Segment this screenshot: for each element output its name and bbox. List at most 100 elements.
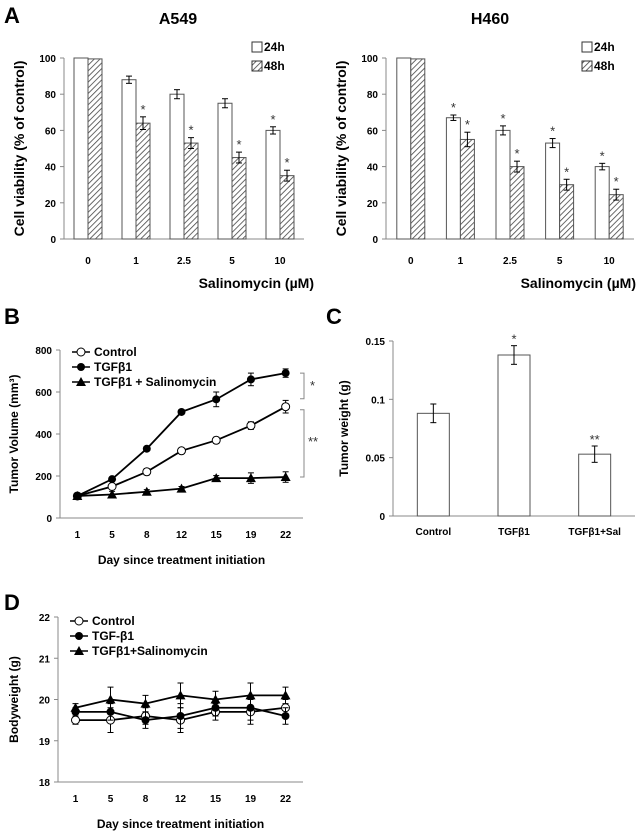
- bar: [497, 354, 531, 517]
- legend-swatch-48h: [251, 60, 263, 72]
- data-point-filled-circle: [246, 375, 255, 384]
- y-tick-label: 0: [50, 235, 56, 246]
- data-point-filled-circle: [281, 369, 290, 378]
- data-point-open-circle: [107, 482, 117, 491]
- data-point-open-circle: [211, 435, 221, 445]
- legend-label-48h: 48h: [264, 59, 285, 73]
- panel-label-b: B: [4, 304, 20, 329]
- y-tick-label: 20: [45, 199, 57, 210]
- legend-marker-filled-triangle: [74, 646, 84, 655]
- significance-marker: **: [590, 432, 600, 447]
- data-point-filled-circle: [281, 712, 290, 720]
- x-tick-label: 5: [108, 794, 114, 805]
- legend-marker-open-circle: [74, 616, 84, 626]
- data-point-open-circle: [71, 715, 80, 725]
- bar-48h: [135, 122, 151, 240]
- y-tick-label: 0: [372, 235, 378, 246]
- bar-48h: [87, 58, 103, 240]
- y-axis-label: Tumor Volume (mm³): [7, 375, 21, 494]
- x-tick-label: 19: [245, 794, 257, 805]
- bar-24h: [445, 117, 461, 240]
- data-point-filled-triangle: [211, 473, 222, 483]
- chart-tumor-weight: 0 0.05 0.1 0.15 Control * TGFβ1 ** TGFβ1+Sal Tumo…: [337, 332, 635, 538]
- y-tick-label: 0.1: [371, 395, 385, 406]
- legend-label: TGF-β1: [92, 629, 134, 643]
- y-axis-label: Cell viability (% of control): [11, 61, 27, 237]
- data-point-filled-triangle: [245, 690, 256, 700]
- x-tick-label: TGFβ1: [498, 527, 530, 538]
- x-tick-label: 2.5: [503, 256, 517, 267]
- legend-label: TGFβ1: [94, 360, 132, 374]
- x-tick-label: 1: [458, 256, 464, 267]
- bar-24h: [594, 166, 610, 240]
- data-point-filled-triangle: [70, 702, 81, 712]
- y-tick-label: 20: [39, 696, 51, 707]
- significance-marker: *: [236, 137, 241, 152]
- data-point-open-circle: [142, 467, 152, 477]
- x-tick-label: 5: [109, 530, 115, 541]
- x-tick-label: 22: [280, 530, 292, 541]
- bar-24h: [121, 79, 137, 240]
- bar-48h: [459, 138, 475, 240]
- x-axis-label: Salinomycin (µM): [199, 275, 314, 291]
- legend-label: Control: [92, 614, 135, 628]
- significance-marker: *: [550, 124, 555, 139]
- y-tick-label: 60: [367, 126, 379, 137]
- data-point-filled-triangle: [175, 690, 186, 700]
- x-axis-label: Day since treatment initiation: [98, 553, 265, 567]
- data-point-filled-triangle: [140, 698, 151, 708]
- bar-48h: [231, 157, 247, 240]
- data-point-filled-triangle: [280, 472, 291, 482]
- y-axis-label: Cell viability (% of control): [333, 61, 349, 237]
- y-tick-label: 40: [367, 163, 379, 174]
- x-tick-label: 15: [211, 530, 223, 541]
- panel-label-a: A: [4, 3, 20, 28]
- bar-48h: [559, 184, 575, 240]
- y-tick-label: 80: [367, 90, 379, 101]
- significance-marker: *: [600, 148, 605, 163]
- bar-24h: [495, 129, 511, 240]
- bar: [578, 453, 612, 517]
- x-axis-label: Day since treatment initiation: [97, 817, 264, 831]
- significance-marker: *: [270, 112, 275, 127]
- data-point-filled-triangle: [176, 483, 187, 493]
- y-tick-label: 22: [39, 613, 51, 624]
- bar-48h: [509, 166, 525, 240]
- x-tick-label: 5: [229, 256, 235, 267]
- legend-marker-filled-circle: [75, 632, 83, 640]
- y-tick-label: 60: [45, 126, 57, 137]
- x-tick-label: 0: [85, 256, 91, 267]
- x-tick-label: 8: [143, 794, 149, 805]
- chart-a549: A549 0 20 40 60 80 100 0 1 * 2.5 * 5 * 10 * * 24h 48h Cell …: [11, 11, 314, 291]
- legend-label-24h: 24h: [264, 40, 285, 54]
- y-tick-label: 400: [35, 430, 52, 441]
- legend-label: Control: [94, 345, 137, 359]
- x-tick-label: 1: [75, 530, 81, 541]
- bar-24h: [73, 57, 89, 240]
- chart-title: A549: [159, 11, 197, 28]
- legend-marker-open-circle: [76, 347, 86, 357]
- y-axis-label: Bodyweight (g): [7, 656, 21, 743]
- data-point-filled-triangle: [280, 690, 291, 700]
- y-axis-label: Tumor weight (g): [337, 380, 351, 476]
- bar-24h: [169, 93, 185, 240]
- bar-24h: [396, 57, 412, 240]
- significance-label: *: [310, 378, 315, 393]
- significance-marker: *: [514, 146, 519, 161]
- y-tick-label: 0.05: [366, 454, 386, 465]
- x-axis-label: Salinomycin (µM): [521, 275, 636, 291]
- bar-48h: [410, 58, 426, 240]
- data-point-filled-circle: [142, 444, 151, 453]
- significance-marker: *: [614, 174, 619, 189]
- significance-marker: *: [564, 164, 569, 179]
- data-point-open-circle: [281, 402, 291, 412]
- data-point-open-circle: [177, 446, 186, 456]
- bar-48h: [183, 142, 199, 240]
- data-point-filled-triangle: [141, 486, 152, 496]
- y-tick-label: 20: [367, 199, 379, 210]
- significance-marker: *: [140, 102, 145, 117]
- y-tick-label: 18: [39, 778, 51, 789]
